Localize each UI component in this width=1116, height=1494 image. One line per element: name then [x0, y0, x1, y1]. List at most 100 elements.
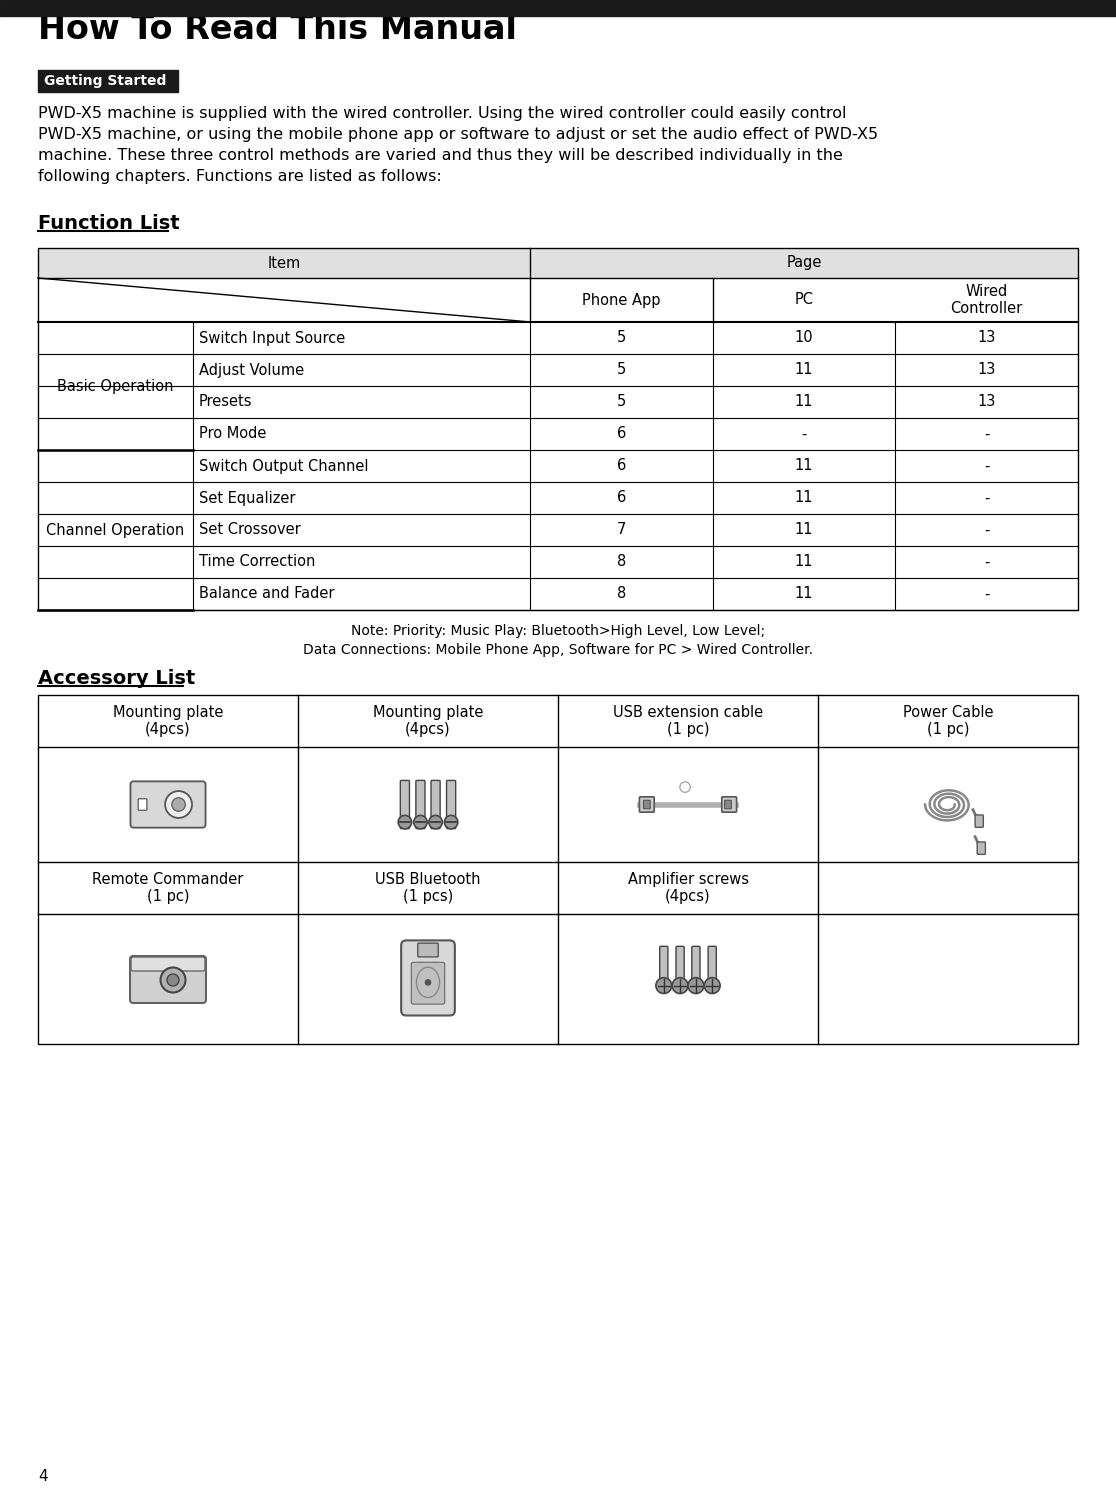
Text: 10: 10: [795, 330, 814, 345]
Text: Item: Item: [268, 255, 301, 270]
Text: Switch Output Channel: Switch Output Channel: [199, 459, 368, 474]
Text: 6: 6: [617, 459, 626, 474]
Text: 5: 5: [617, 363, 626, 378]
FancyBboxPatch shape: [446, 780, 455, 829]
Text: Time Correction: Time Correction: [199, 554, 315, 569]
Text: Balance and Fader: Balance and Fader: [199, 587, 335, 602]
FancyBboxPatch shape: [722, 796, 737, 813]
Circle shape: [687, 977, 704, 994]
Text: 13: 13: [978, 363, 995, 378]
FancyBboxPatch shape: [978, 843, 985, 855]
Text: 7: 7: [617, 523, 626, 538]
FancyBboxPatch shape: [417, 943, 439, 956]
Bar: [0, 0, 1116, 16]
Text: Phone App: Phone App: [583, 293, 661, 308]
Text: Amplifier screws
(4pcs): Amplifier screws (4pcs): [627, 872, 749, 904]
Text: 6: 6: [617, 490, 626, 505]
Circle shape: [167, 974, 179, 986]
Text: Mounting plate
(4pcs): Mounting plate (4pcs): [373, 705, 483, 737]
Text: Set Crossover: Set Crossover: [199, 523, 300, 538]
Text: Getting Started: Getting Started: [44, 75, 166, 88]
Text: Note: Priority: Music Play: Bluetooth>High Level, Low Level;: Note: Priority: Music Play: Bluetooth>Hi…: [350, 624, 766, 638]
FancyBboxPatch shape: [639, 796, 654, 813]
FancyBboxPatch shape: [416, 780, 425, 829]
Text: 8: 8: [617, 554, 626, 569]
Text: 11: 11: [795, 490, 814, 505]
Bar: [38, 248, 1078, 610]
Circle shape: [672, 977, 687, 994]
Text: Basic Operation: Basic Operation: [57, 378, 174, 393]
Text: 5: 5: [617, 330, 626, 345]
Text: How To Read This Manual: How To Read This Manual: [38, 13, 517, 46]
Bar: [38, 248, 1078, 278]
Text: -: -: [984, 587, 990, 602]
Text: 4: 4: [38, 1469, 48, 1484]
Circle shape: [414, 816, 427, 829]
Circle shape: [656, 977, 672, 994]
Circle shape: [425, 979, 432, 986]
Circle shape: [444, 816, 458, 829]
Text: Function List: Function List: [38, 214, 180, 233]
Text: Adjust Volume: Adjust Volume: [199, 363, 304, 378]
Text: 11: 11: [795, 394, 814, 409]
Circle shape: [429, 816, 442, 829]
Circle shape: [165, 790, 192, 817]
Circle shape: [398, 816, 412, 829]
Text: Remote Commander
(1 pc): Remote Commander (1 pc): [93, 872, 243, 904]
Circle shape: [172, 798, 185, 811]
Text: -: -: [801, 426, 807, 442]
Text: Accessory List: Accessory List: [38, 669, 195, 689]
FancyBboxPatch shape: [401, 940, 455, 1016]
Text: -: -: [984, 459, 990, 474]
FancyBboxPatch shape: [131, 958, 205, 971]
Text: -: -: [984, 490, 990, 505]
Text: PC: PC: [795, 293, 814, 308]
Circle shape: [704, 977, 720, 994]
Text: Switch Input Source: Switch Input Source: [199, 330, 345, 345]
Text: 11: 11: [795, 587, 814, 602]
FancyBboxPatch shape: [975, 814, 983, 828]
Text: -: -: [984, 523, 990, 538]
Text: machine. These three control methods are varied and thus they will be described : machine. These three control methods are…: [38, 148, 843, 163]
Text: Presets: Presets: [199, 394, 252, 409]
Text: PWD-X5 machine is supplied with the wired controller. Using the wired controller: PWD-X5 machine is supplied with the wire…: [38, 106, 847, 121]
FancyBboxPatch shape: [692, 946, 700, 983]
Text: Wired
Controller: Wired Controller: [951, 284, 1023, 317]
Bar: [38, 695, 1078, 1044]
Text: Data Connections: Mobile Phone App, Software for PC > Wired Controller.: Data Connections: Mobile Phone App, Soft…: [304, 642, 812, 657]
Text: Power Cable
(1 pc): Power Cable (1 pc): [903, 705, 993, 737]
Text: USB extension cable
(1 pc): USB extension cable (1 pc): [613, 705, 763, 737]
Text: Set Equalizer: Set Equalizer: [199, 490, 296, 505]
FancyBboxPatch shape: [644, 801, 651, 808]
Text: 11: 11: [795, 523, 814, 538]
FancyBboxPatch shape: [660, 946, 667, 983]
Text: 11: 11: [795, 363, 814, 378]
Text: 8: 8: [617, 587, 626, 602]
Circle shape: [161, 968, 185, 992]
FancyBboxPatch shape: [709, 946, 716, 983]
Text: USB Bluetooth
(1 pcs): USB Bluetooth (1 pcs): [375, 872, 481, 904]
Text: -: -: [984, 426, 990, 442]
Text: Channel Operation: Channel Operation: [47, 523, 184, 538]
FancyBboxPatch shape: [129, 956, 206, 1002]
FancyBboxPatch shape: [138, 799, 147, 810]
Bar: [38, 70, 177, 93]
FancyBboxPatch shape: [676, 946, 684, 983]
Text: -: -: [984, 554, 990, 569]
Text: 11: 11: [795, 459, 814, 474]
Text: PWD-X5 machine, or using the mobile phone app or software to adjust or set the a: PWD-X5 machine, or using the mobile phon…: [38, 127, 878, 142]
FancyBboxPatch shape: [724, 801, 731, 808]
FancyBboxPatch shape: [431, 780, 440, 829]
Text: 11: 11: [795, 554, 814, 569]
FancyBboxPatch shape: [401, 780, 410, 829]
Text: Pro Mode: Pro Mode: [199, 426, 267, 442]
Text: 13: 13: [978, 394, 995, 409]
FancyBboxPatch shape: [412, 962, 444, 1004]
Text: following chapters. Functions are listed as follows:: following chapters. Functions are listed…: [38, 169, 442, 184]
Text: Mounting plate
(4pcs): Mounting plate (4pcs): [113, 705, 223, 737]
Text: 5: 5: [617, 394, 626, 409]
Text: 6: 6: [617, 426, 626, 442]
Text: Page: Page: [787, 255, 821, 270]
Text: 13: 13: [978, 330, 995, 345]
FancyBboxPatch shape: [131, 781, 205, 828]
